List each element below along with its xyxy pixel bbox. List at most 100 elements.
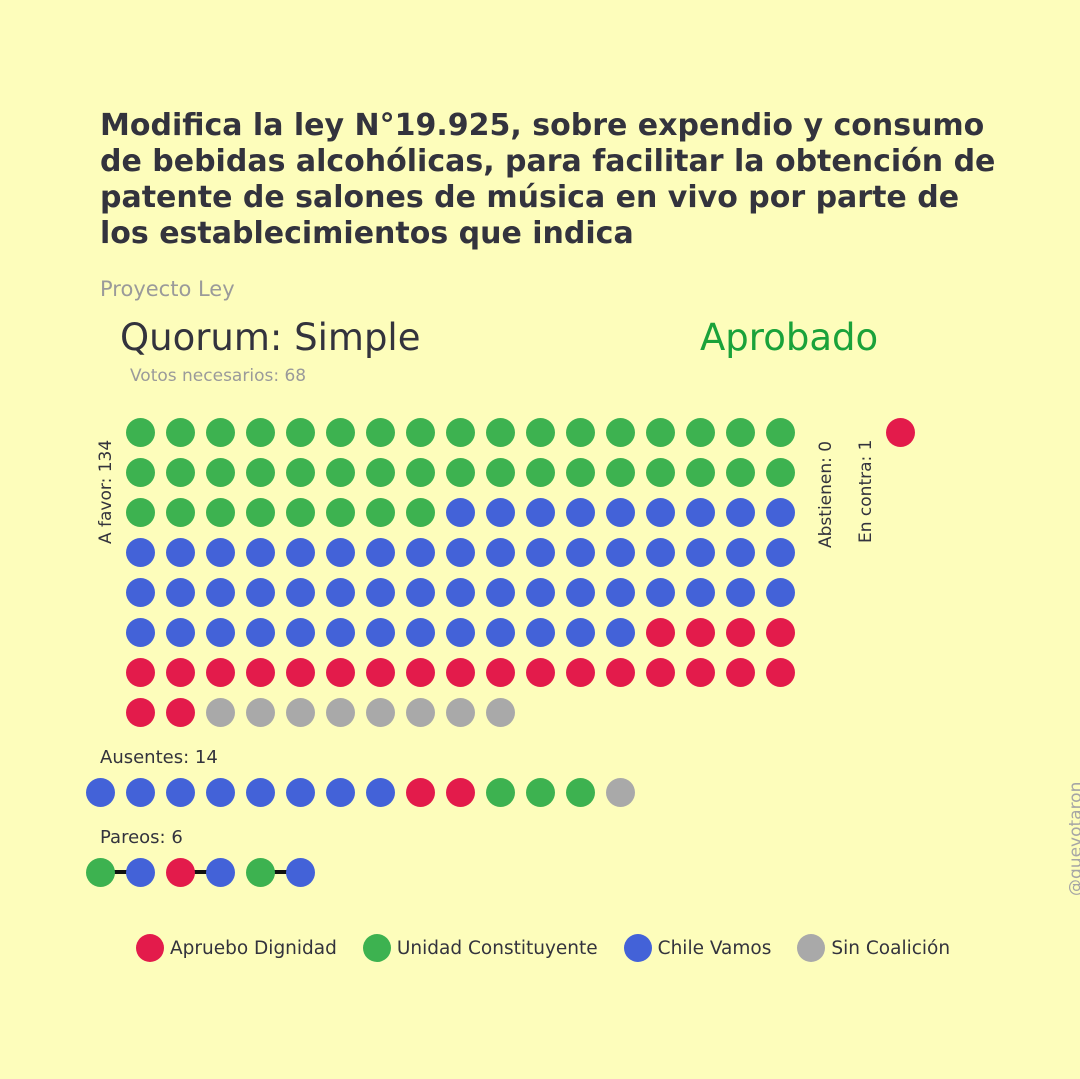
- vote-dot-a-favor-chile-vamos: [525, 537, 555, 567]
- vote-dot-a-favor-unidad-constituyente: [165, 457, 195, 487]
- vote-dot-a-favor-unidad-constituyente: [685, 417, 715, 447]
- label-en-contra: En contra: 1: [856, 439, 876, 543]
- vote-dot-a-favor-chile-vamos: [205, 617, 235, 647]
- vote-dot-a-favor-apruebo-dignidad: [285, 657, 315, 687]
- vote-dot-a-favor-unidad-constituyente: [165, 497, 195, 527]
- vote-dot-a-favor-unidad-constituyente: [765, 457, 795, 487]
- vote-dot-a-favor-apruebo-dignidad: [125, 697, 155, 727]
- vote-dot-a-favor-unidad-constituyente: [325, 497, 355, 527]
- vote-dot-a-favor-chile-vamos: [525, 577, 555, 607]
- vote-dot-ausente-chile-vamos: [285, 777, 315, 807]
- vote-dot-a-favor-chile-vamos: [205, 577, 235, 607]
- vote-dot-a-favor-chile-vamos: [125, 537, 155, 567]
- vote-dot-a-favor-unidad-constituyente: [285, 417, 315, 447]
- vote-dot-a-favor-chile-vamos: [605, 537, 635, 567]
- vote-dot-pareo-unidad-constituyente: [85, 857, 115, 887]
- vote-dot-a-favor-chile-vamos: [765, 497, 795, 527]
- vote-dot-ausente-chile-vamos: [365, 777, 395, 807]
- vote-dot-a-favor-apruebo-dignidad: [765, 617, 795, 647]
- vote-dot-a-favor-chile-vamos: [765, 537, 795, 567]
- vote-dot-pareo-chile-vamos: [205, 857, 235, 887]
- result-status: Aprobado: [700, 316, 879, 359]
- vote-dot-a-favor-unidad-constituyente: [365, 417, 395, 447]
- vote-dot-a-favor-chile-vamos: [325, 577, 355, 607]
- vote-dot-a-favor-chile-vamos: [125, 577, 155, 607]
- vote-dot-a-favor-unidad-constituyente: [365, 497, 395, 527]
- vote-dot-a-favor-chile-vamos: [405, 617, 435, 647]
- label-a-favor: A favor: 134: [96, 439, 116, 544]
- legend-swatch-apruebo-dignidad: [136, 934, 164, 962]
- vote-dot-a-favor-apruebo-dignidad: [685, 657, 715, 687]
- quorum-label: Quorum: Simple: [120, 316, 421, 359]
- vote-dot-a-favor-apruebo-dignidad: [405, 657, 435, 687]
- vote-dot-a-favor-apruebo-dignidad: [125, 657, 155, 687]
- legend-swatch-unidad-constituyente: [362, 934, 391, 962]
- vote-dot-a-favor-chile-vamos: [485, 617, 515, 647]
- vote-dot-ausente-unidad-constituyente: [565, 777, 595, 807]
- vote-dot-ausente-chile-vamos: [125, 777, 155, 807]
- vote-dot-a-favor-chile-vamos: [405, 577, 435, 607]
- vote-dot-a-favor-chile-vamos: [285, 617, 315, 647]
- vote-dot-a-favor-chile-vamos: [485, 537, 515, 567]
- legend-label-chile-vamos: Chile Vamos: [657, 937, 772, 959]
- vote-dot-a-favor-chile-vamos: [485, 577, 515, 607]
- vote-dot-a-favor-chile-vamos: [445, 497, 475, 527]
- legend-item-sin-coalicion: Sin Coalición: [797, 934, 950, 962]
- vote-dot-a-favor-sin-coalicion: [445, 697, 475, 727]
- vote-dot-a-favor-sin-coalicion: [325, 697, 355, 727]
- vote-dot-a-favor-apruebo-dignidad: [725, 657, 755, 687]
- pareo-link: [180, 870, 220, 874]
- vote-dot-a-favor-unidad-constituyente: [725, 457, 755, 487]
- legend-label-unidad-constituyente: Unidad Constituyente: [396, 937, 598, 959]
- vote-dot-a-favor-unidad-constituyente: [125, 417, 155, 447]
- chart-title: Modifica la ley N°19.925, sobre expendio…: [100, 108, 996, 251]
- vote-dot-a-favor-chile-vamos: [605, 617, 635, 647]
- vote-dot-ausente-unidad-constituyente: [485, 777, 515, 807]
- vote-dot-a-favor-sin-coalicion: [285, 697, 315, 727]
- vote-dot-a-favor-chile-vamos: [165, 577, 195, 607]
- vote-dot-a-favor-unidad-constituyente: [605, 417, 635, 447]
- legend-swatch-sin-coalicion: [797, 934, 826, 962]
- vote-dot-a-favor-chile-vamos: [205, 537, 235, 567]
- vote-dot-a-favor-apruebo-dignidad: [205, 657, 235, 687]
- vote-dot-a-favor-unidad-constituyente: [565, 457, 595, 487]
- vote-dot-a-favor-unidad-constituyente: [765, 417, 795, 447]
- vote-dot-a-favor-chile-vamos: [325, 537, 355, 567]
- vote-dot-a-favor-unidad-constituyente: [325, 417, 355, 447]
- vote-dot-a-favor-apruebo-dignidad: [445, 657, 475, 687]
- legend-swatch-chile-vamos: [623, 934, 652, 962]
- vote-dot-a-favor-apruebo-dignidad: [365, 657, 395, 687]
- vote-dot-a-favor-chile-vamos: [605, 577, 635, 607]
- vote-dot-a-favor-sin-coalicion: [245, 697, 275, 727]
- vote-dot-a-favor-apruebo-dignidad: [565, 657, 595, 687]
- vote-dot-a-favor-unidad-constituyente: [645, 457, 675, 487]
- vote-dot-a-favor-chile-vamos: [725, 497, 755, 527]
- vote-dot-ausente-chile-vamos: [245, 777, 275, 807]
- vote-dot-a-favor-chile-vamos: [245, 577, 275, 607]
- vote-dot-a-favor-unidad-constituyente: [405, 457, 435, 487]
- vote-dot-pareo-apruebo-dignidad: [165, 857, 195, 887]
- vote-dot-a-favor-unidad-constituyente: [285, 457, 315, 487]
- vote-dot-a-favor-chile-vamos: [565, 617, 595, 647]
- vote-dot-en-contra-apruebo-dignidad: [885, 417, 915, 447]
- chart-subtitle: Proyecto Ley: [100, 277, 235, 301]
- vote-dot-ausente-chile-vamos: [165, 777, 195, 807]
- credit: @quevotaron: [1066, 781, 1080, 896]
- pareo-link: [260, 870, 300, 874]
- vote-dot-a-favor-sin-coalicion: [205, 697, 235, 727]
- vote-dot-a-favor-sin-coalicion: [365, 697, 395, 727]
- legend-label-sin-coalicion: Sin Coalición: [831, 937, 951, 959]
- vote-dot-a-favor-unidad-constituyente: [445, 457, 475, 487]
- vote-dot-a-favor-unidad-constituyente: [325, 457, 355, 487]
- vote-dot-a-favor-chile-vamos: [285, 577, 315, 607]
- legend-label-apruebo-dignidad: Apruebo Dignidad: [170, 937, 337, 959]
- vote-dot-a-favor-chile-vamos: [125, 617, 155, 647]
- label-ausentes: Ausentes: 14: [100, 747, 218, 768]
- legend-item-apruebo-dignidad: Apruebo Dignidad: [136, 934, 337, 962]
- vote-dot-a-favor-chile-vamos: [565, 577, 595, 607]
- vote-dot-a-favor-apruebo-dignidad: [165, 697, 195, 727]
- vote-dot-a-favor-apruebo-dignidad: [325, 657, 355, 687]
- vote-dot-a-favor-chile-vamos: [445, 617, 475, 647]
- vote-dot-a-favor-chile-vamos: [725, 537, 755, 567]
- vote-dot-a-favor-chile-vamos: [445, 537, 475, 567]
